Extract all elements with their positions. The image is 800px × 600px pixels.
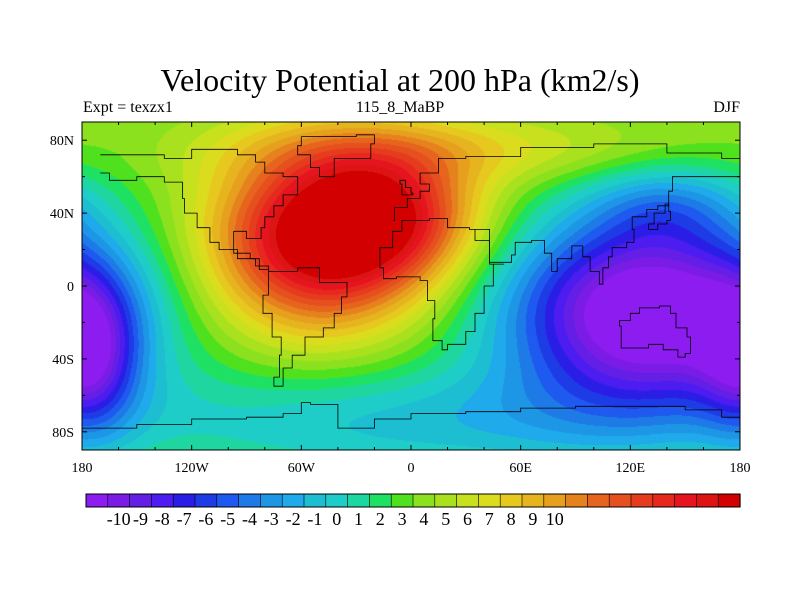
colorbar: -10 -9 -8 -7 -6 -5 -4 -3 -2 -1 0 1 2 3 4 5 6 7 8 9 10 — [85, 493, 741, 529]
colorbar-label: 7 — [485, 509, 494, 529]
colorbar-box — [499, 493, 523, 508]
colorbar-box — [238, 493, 262, 508]
colorbar-frame — [85, 493, 741, 508]
colorbar-box — [129, 493, 153, 508]
y-tick-label: 80N — [50, 134, 74, 149]
colorbar-box — [151, 493, 174, 508]
y-tick-label: 0 — [67, 280, 74, 295]
south-america-coast — [262, 267, 348, 387]
greenland-coast — [297, 134, 375, 178]
colorbar-box — [194, 493, 218, 508]
chart-title: Velocity Potential at 200 hPa (km2/s) — [160, 62, 640, 98]
velocity-potential-field — [82, 122, 740, 450]
eurasia-coast — [392, 143, 741, 221]
colorbar-box — [216, 493, 240, 508]
colorbar-label: -8 — [155, 509, 170, 529]
colorbar-label: 5 — [441, 509, 450, 529]
colorbar-box — [260, 493, 283, 508]
colorbar-box — [696, 493, 719, 508]
y-tick-label: 80S — [52, 426, 74, 441]
colorbar-box — [717, 493, 741, 508]
colorbar-label: 10 — [546, 509, 564, 529]
colorbar-label: 6 — [463, 509, 472, 529]
colorbar-box — [630, 493, 654, 508]
colorbar-box — [412, 493, 436, 508]
colorbar-label: -7 — [177, 509, 192, 529]
australia-coast — [619, 305, 691, 358]
colorbar-label: 3 — [398, 509, 407, 529]
colorbar-box — [543, 493, 567, 508]
colorbar-label: 0 — [332, 509, 341, 529]
colorbar-label: -4 — [242, 509, 257, 529]
asia-south-coast — [475, 169, 741, 285]
x-tick-label: 60W — [288, 461, 316, 476]
colorbar-label: 2 — [376, 509, 385, 529]
colorbar-box — [565, 493, 588, 508]
y-tick-label: 40N — [50, 207, 74, 222]
colorbar-box — [390, 493, 414, 508]
colorbar-box — [347, 493, 371, 508]
x-tick-label: 180 — [72, 461, 93, 476]
coastlines — [82, 134, 741, 429]
colorbar-box — [478, 493, 501, 508]
colorbar-box — [172, 493, 196, 508]
colorbar-label: 8 — [507, 509, 516, 529]
x-tick-label: 180 — [730, 461, 751, 476]
colorbar-label: -9 — [133, 509, 148, 529]
north-america-coast — [100, 148, 299, 272]
colorbar-box — [521, 493, 545, 508]
north-america-west-coast — [100, 172, 269, 272]
y-tick-label: 40S — [52, 353, 74, 368]
colorbar-box — [107, 493, 131, 508]
colorbar-label: -1 — [307, 509, 322, 529]
x-tick-label: 120E — [616, 461, 646, 476]
plot-area — [81, 121, 741, 451]
japan-coast — [648, 203, 671, 230]
colorbar-box — [369, 493, 392, 508]
season-label: DJF — [713, 99, 740, 116]
x-axis: 180 120W 60W 0 60E 120E 180 — [72, 122, 751, 476]
colorbar-box — [303, 493, 327, 508]
colorbar-label: -10 — [107, 509, 131, 529]
antarctica-coast — [82, 402, 741, 429]
y-axis: 80N 40N 0 40S 80S — [50, 134, 740, 441]
colorbar-label: 1 — [354, 509, 363, 529]
colorbar-box — [281, 493, 305, 508]
period-label: 115_8_MaBP — [355, 99, 445, 116]
colorbar-box — [608, 493, 632, 508]
colorbar-box — [674, 493, 697, 508]
africa-coast — [379, 218, 505, 351]
x-tick-label: 60E — [509, 461, 532, 476]
x-tick-label: 0 — [408, 461, 415, 476]
colorbar-box — [85, 493, 109, 508]
colorbar-box — [652, 493, 676, 508]
colorbar-label: -6 — [198, 509, 213, 529]
colorbar-box — [587, 493, 610, 508]
colorbar-label: -3 — [264, 509, 279, 529]
colorbar-label: -2 — [286, 509, 301, 529]
colorbar-label: -5 — [220, 509, 235, 529]
experiment-label: Expt = texzx1 — [83, 99, 173, 116]
colorbar-box — [434, 493, 458, 508]
colorbar-box — [456, 493, 480, 508]
uk-coast — [399, 179, 414, 196]
colorbar-box — [325, 493, 349, 508]
colorbar-label: 9 — [528, 509, 537, 529]
colorbar-label: 4 — [419, 509, 428, 529]
x-tick-label: 120W — [175, 461, 210, 476]
